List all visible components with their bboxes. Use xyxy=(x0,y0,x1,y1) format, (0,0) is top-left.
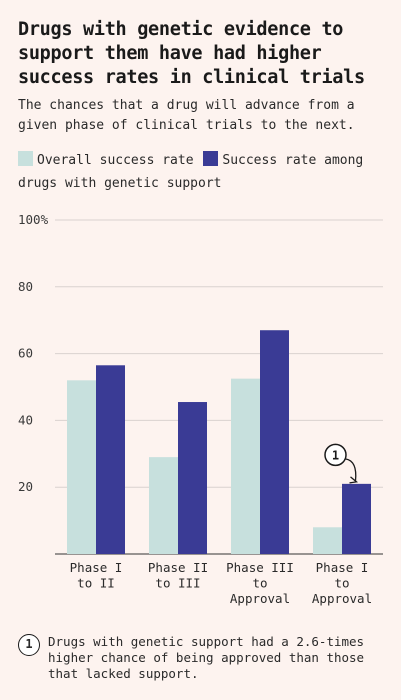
x-tick-label-3-2: Approval xyxy=(312,591,372,606)
annotation-arrow xyxy=(345,458,357,481)
footnote-text: Drugs with genetic support had a 2.6-tim… xyxy=(48,634,365,681)
x-tick-label-2-0: Phase III xyxy=(226,560,294,575)
x-tick-label-3-0: Phase I xyxy=(316,560,369,575)
legend: Overall success rate Success rate among … xyxy=(18,149,388,195)
legend-item-genetic: Success rate among drugs with genetic su… xyxy=(18,151,364,191)
chart-title: Drugs with genetic evidence to support t… xyxy=(18,19,365,88)
legend-item-overall: Overall success rate xyxy=(18,151,201,168)
annotation-circle xyxy=(324,443,347,467)
bar-genetic-0 xyxy=(96,365,125,554)
bar-overall-1 xyxy=(149,457,178,554)
annotation-arrowhead xyxy=(349,476,359,484)
x-tick-label-0-1: to II xyxy=(77,576,115,591)
chart-subtitle: The chances that a drug will advance fro… xyxy=(18,98,355,133)
bar-overall-3 xyxy=(313,527,342,554)
legend-label-genetic: Success rate among drugs with genetic su… xyxy=(18,153,364,191)
x-tick-label-2-2: Approval xyxy=(230,591,290,606)
bar-genetic-2 xyxy=(260,330,289,554)
annotation-label: 1 xyxy=(332,448,339,462)
footnote: 1 Drugs with genetic support had a 2.6-t… xyxy=(18,634,388,682)
legend-swatch-genetic xyxy=(203,151,219,166)
footnote-marker: 1 xyxy=(18,634,40,656)
bar-overall-2 xyxy=(231,378,260,554)
y-tick-label-80: 80 xyxy=(18,279,33,294)
bar-genetic-3 xyxy=(342,483,371,554)
x-tick-label-3-1: to xyxy=(334,576,349,591)
x-tick-label-2-1: to xyxy=(252,576,267,591)
bar-overall-0 xyxy=(67,380,96,554)
y-tick-label-40: 40 xyxy=(18,412,33,427)
y-tick-label-60: 60 xyxy=(18,346,33,361)
legend-label-overall: Overall success rate xyxy=(37,153,194,168)
x-tick-label-1-0: Phase II xyxy=(148,560,208,575)
bar-genetic-1 xyxy=(178,402,207,554)
legend-swatch-overall xyxy=(18,151,33,166)
x-tick-label-1-1: to III xyxy=(155,576,200,591)
y-tick-label-100: 100% xyxy=(18,212,49,227)
x-tick-label-0-0: Phase I xyxy=(70,560,123,575)
y-tick-label-20: 20 xyxy=(18,479,33,494)
